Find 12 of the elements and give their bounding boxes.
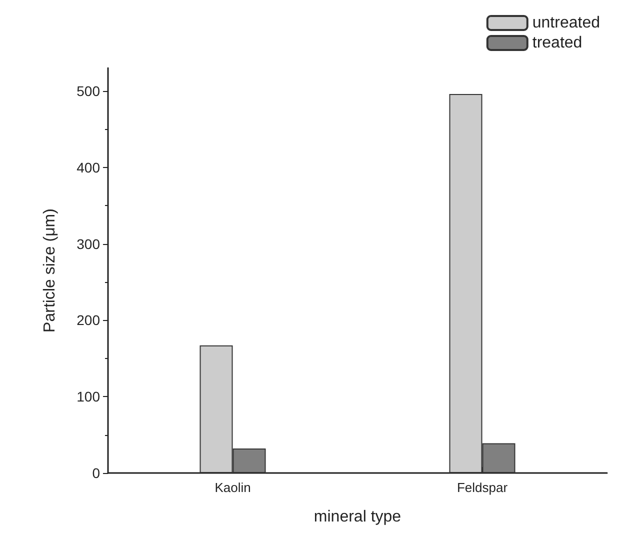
y-tick-label: 500 xyxy=(76,82,100,99)
legend-label: untreated xyxy=(532,14,600,32)
y-tick-label: 200 xyxy=(76,312,100,328)
y-tick-label: 0 xyxy=(92,465,100,481)
y-tick-label: 100 xyxy=(76,388,100,405)
x-tick-label: Kaolin xyxy=(214,480,251,495)
x-tick-label: Feldspar xyxy=(456,480,508,495)
y-axis-title: Particle size (μm) xyxy=(42,208,58,332)
y-tick-label: 300 xyxy=(76,236,100,252)
legend-label: treated xyxy=(532,34,582,52)
x-axis-title: mineral type xyxy=(314,508,402,526)
y-tick-label: 400 xyxy=(76,159,100,176)
